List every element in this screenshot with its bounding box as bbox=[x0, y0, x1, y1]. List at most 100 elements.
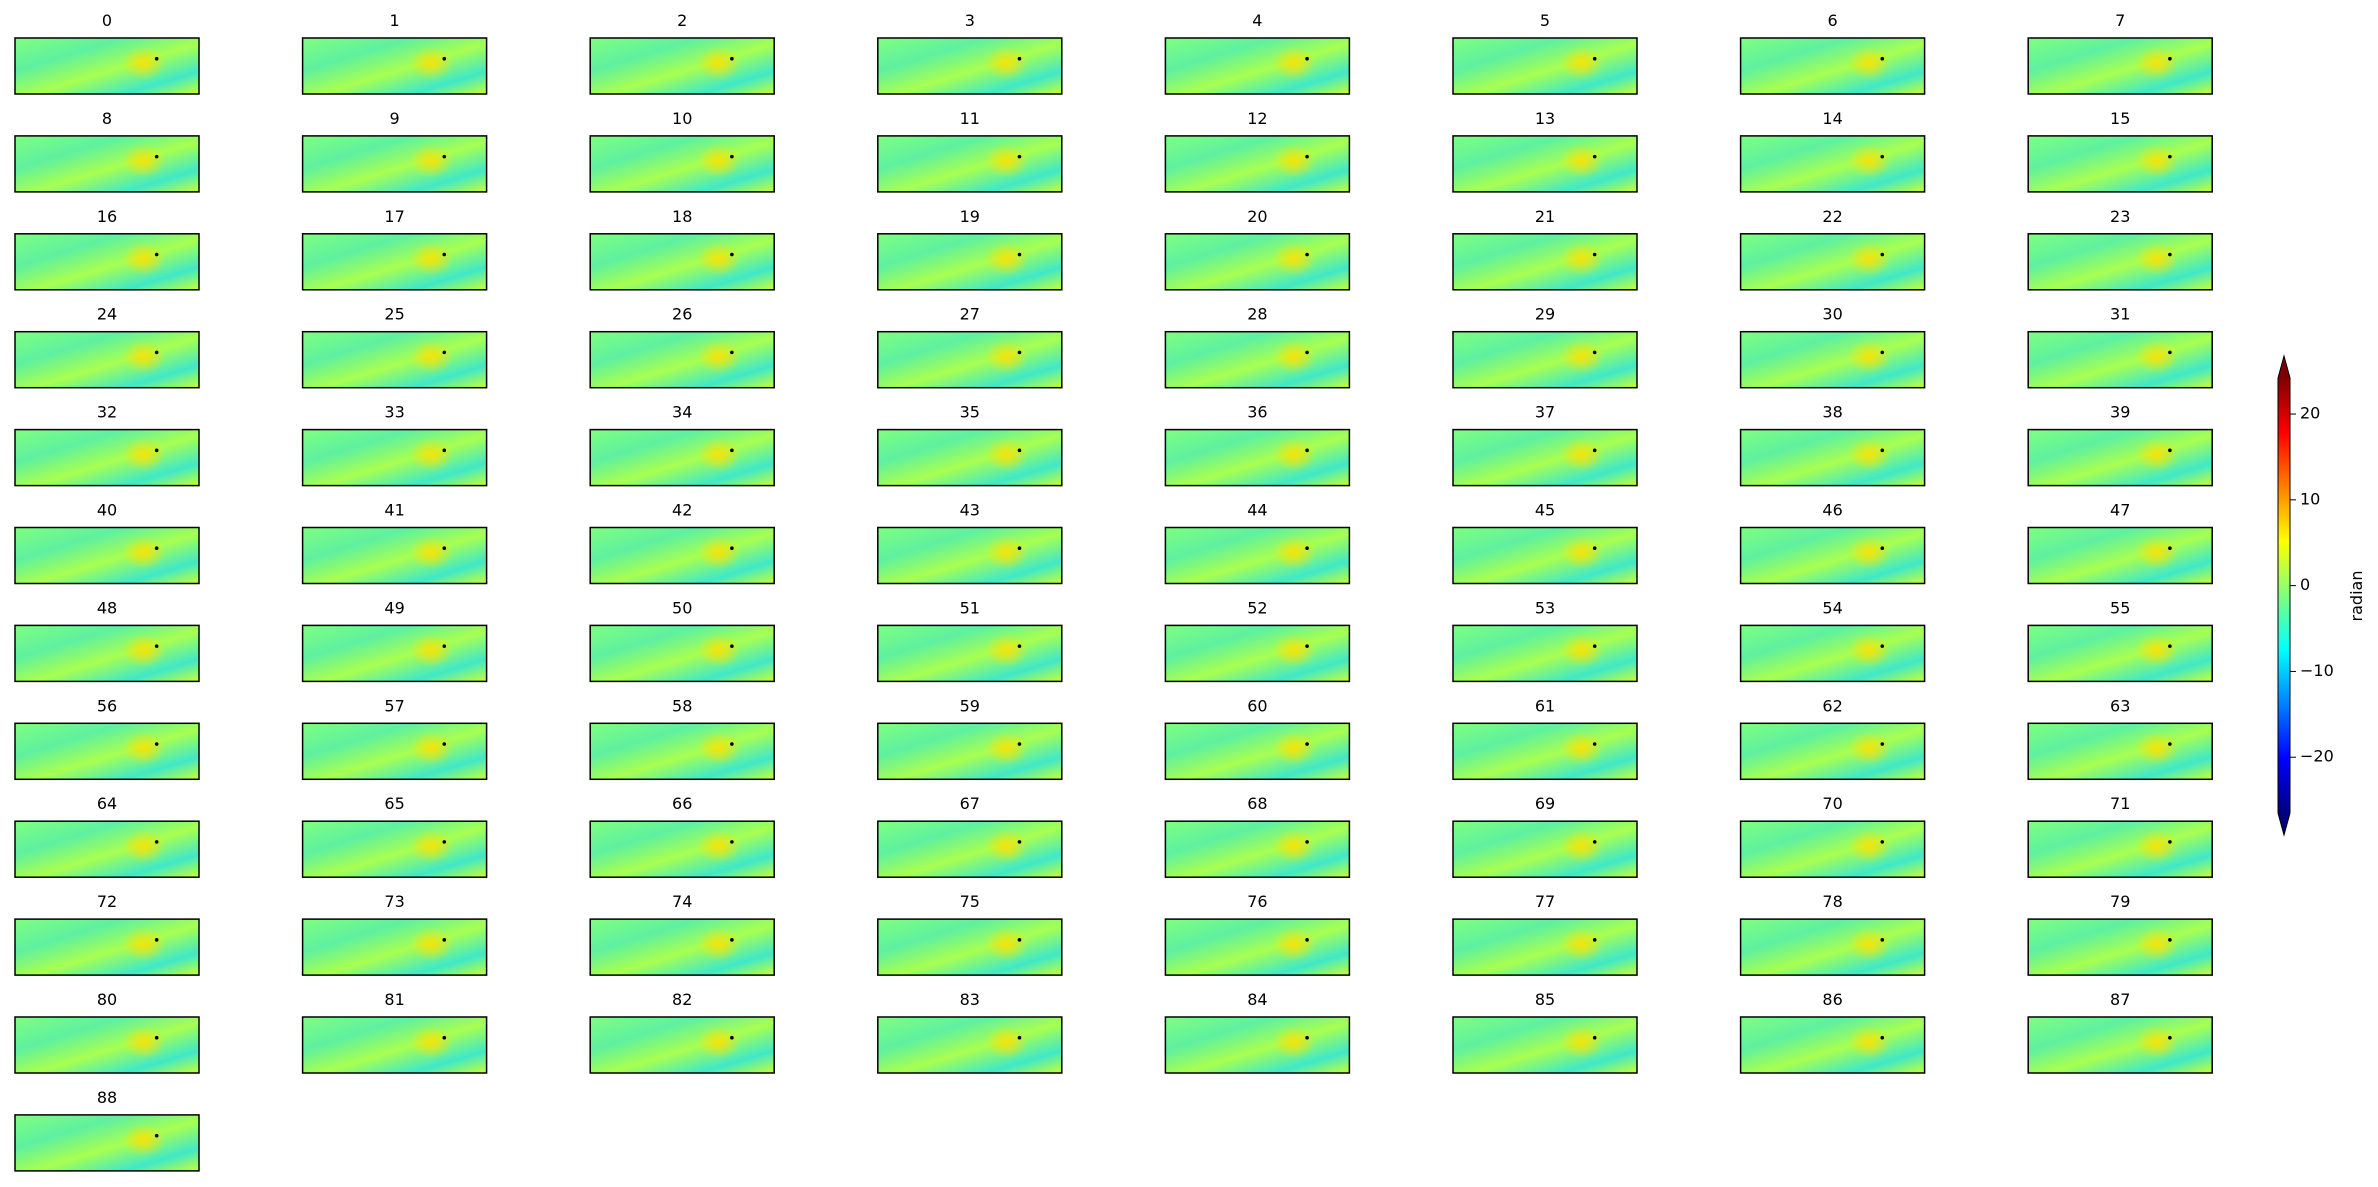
panel-frame bbox=[589, 330, 775, 389]
panel-frame bbox=[2027, 722, 2213, 781]
panel-title: 50 bbox=[672, 598, 692, 617]
panel-marker bbox=[442, 56, 447, 61]
panel-blob bbox=[1272, 144, 1317, 178]
panel-image bbox=[15, 1114, 199, 1171]
panel-title: 14 bbox=[1822, 109, 1842, 128]
panel-image bbox=[15, 527, 199, 584]
panel-title: 7 bbox=[2115, 11, 2125, 30]
panel-marker bbox=[730, 840, 734, 844]
panel-image bbox=[2028, 821, 2213, 878]
panel-blob bbox=[1559, 438, 1604, 472]
panel-marker bbox=[1305, 840, 1309, 844]
panel-frame bbox=[877, 135, 1063, 193]
panel-frame bbox=[877, 722, 1063, 781]
panel-marker bbox=[730, 154, 734, 159]
panel-marker bbox=[1017, 350, 1022, 355]
panel-title: 24 bbox=[97, 305, 117, 324]
panel-frame bbox=[589, 526, 775, 585]
panel-frame bbox=[1452, 1016, 1638, 1074]
panel-title: 66 bbox=[672, 794, 692, 813]
panel-image bbox=[590, 1017, 775, 1073]
panel-blob bbox=[1847, 829, 1892, 864]
panel-title: 86 bbox=[1822, 990, 1842, 1009]
panel-image bbox=[2028, 527, 2213, 584]
panel-image bbox=[302, 429, 487, 486]
panel-blob bbox=[1847, 438, 1892, 472]
panel-image bbox=[590, 233, 775, 290]
panel-image bbox=[302, 527, 487, 584]
panel-frame bbox=[1164, 624, 1351, 683]
panel-frame bbox=[1164, 722, 1351, 781]
panel-blob bbox=[984, 829, 1029, 864]
panel-marker bbox=[1592, 350, 1597, 355]
panel-image bbox=[1453, 38, 1637, 94]
panel-blob bbox=[1559, 46, 1604, 80]
panel-marker bbox=[1592, 742, 1597, 746]
panel-frame bbox=[14, 624, 200, 683]
panel-marker bbox=[154, 252, 159, 257]
panel-title: 39 bbox=[2110, 403, 2130, 422]
panel-image bbox=[590, 135, 775, 192]
panel-marker bbox=[730, 938, 734, 942]
panel-title: 88 bbox=[97, 1088, 117, 1107]
colorbar-tick-label: −20 bbox=[2300, 747, 2334, 766]
panel-frame bbox=[877, 1016, 1063, 1074]
panel-title: 75 bbox=[960, 892, 980, 911]
panel-frame bbox=[877, 233, 1063, 291]
panel-image bbox=[1740, 135, 1925, 192]
panel-title: 29 bbox=[1535, 305, 1555, 324]
panel-blob bbox=[2134, 144, 2180, 178]
panel-image bbox=[15, 331, 199, 388]
panel-blob bbox=[1847, 46, 1892, 80]
panel-image bbox=[1165, 38, 1350, 94]
panel-blob bbox=[121, 340, 166, 374]
panel-blob bbox=[1559, 731, 1604, 766]
panel-marker bbox=[730, 1035, 734, 1040]
panel-blob bbox=[984, 340, 1029, 374]
panel-image bbox=[2028, 919, 2213, 976]
panel-frame bbox=[301, 624, 488, 683]
panel-title: 41 bbox=[384, 501, 404, 520]
panel-image bbox=[1165, 331, 1350, 388]
panel-image bbox=[302, 38, 487, 94]
panel-blob bbox=[984, 535, 1029, 570]
panel-marker bbox=[1305, 938, 1309, 942]
panel-title: 21 bbox=[1535, 207, 1555, 226]
panel-blob bbox=[2134, 633, 2180, 668]
panel-title: 2 bbox=[677, 11, 687, 30]
panel-image bbox=[1740, 821, 1925, 878]
panel-marker bbox=[442, 840, 447, 844]
panel-image bbox=[15, 625, 199, 682]
panel-image bbox=[1165, 821, 1350, 878]
panel-frame bbox=[1739, 428, 1926, 487]
panel-blob bbox=[409, 1025, 454, 1059]
panel-frame bbox=[2027, 820, 2213, 878]
panel-marker bbox=[154, 840, 159, 844]
panel-marker bbox=[1017, 56, 1022, 61]
panel-blob bbox=[1847, 1025, 1892, 1059]
panel-title: 87 bbox=[2110, 990, 2130, 1009]
panel-marker bbox=[1592, 252, 1597, 257]
panel-marker bbox=[154, 938, 159, 942]
panel-frame bbox=[301, 722, 488, 781]
panel-blob bbox=[984, 46, 1029, 80]
panel-title: 40 bbox=[97, 501, 117, 520]
panel-blob bbox=[121, 438, 166, 472]
panel-image bbox=[1453, 1017, 1637, 1073]
panel-image bbox=[2028, 38, 2213, 94]
panel-marker bbox=[730, 644, 734, 648]
panel-marker bbox=[1305, 1035, 1309, 1040]
panel-title: 46 bbox=[1822, 501, 1842, 520]
panel-marker bbox=[2168, 742, 2172, 746]
panel-image bbox=[2028, 331, 2213, 388]
panel-title: 44 bbox=[1247, 501, 1267, 520]
panel-marker bbox=[1305, 448, 1309, 453]
panel-blob bbox=[1559, 1025, 1604, 1059]
panel-marker bbox=[2168, 546, 2172, 551]
panel-title: 85 bbox=[1535, 990, 1555, 1009]
panel-title: 74 bbox=[672, 892, 692, 911]
panel-image bbox=[15, 919, 199, 976]
panel-title: 8 bbox=[102, 109, 112, 128]
panel-image bbox=[302, 331, 487, 388]
panel-blob bbox=[1272, 438, 1317, 472]
